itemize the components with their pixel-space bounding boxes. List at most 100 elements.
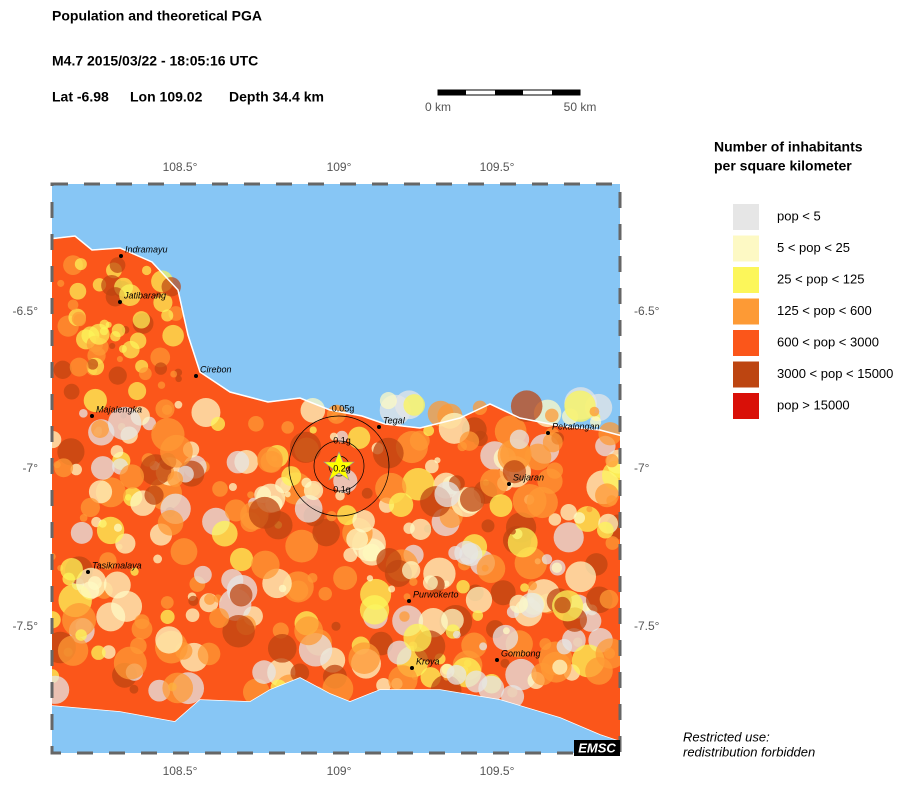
legend-label: pop < 5 <box>777 208 821 223</box>
land-patch <box>366 575 374 582</box>
land-patch <box>348 642 381 675</box>
legend-label: 600 < pop < 3000 <box>777 334 879 349</box>
title: Population and theoretical PGA <box>52 8 262 24</box>
land-patch <box>54 458 74 478</box>
land-patch <box>247 491 255 499</box>
land-patch <box>162 672 194 704</box>
land-patch <box>346 528 369 551</box>
land-patch <box>154 362 168 375</box>
city-dot <box>507 482 511 486</box>
city-dot <box>410 666 414 670</box>
land-patch <box>252 660 276 684</box>
lon: Lon 109.02 <box>130 89 203 105</box>
land-patch <box>229 583 253 607</box>
lat: Lat -6.98 <box>52 89 109 105</box>
land-patch <box>333 469 358 494</box>
land-patch <box>294 494 323 523</box>
land-patch <box>281 466 302 487</box>
land-patch <box>509 429 530 450</box>
land-patch <box>564 390 596 422</box>
pga-ring <box>313 440 365 492</box>
land-patch <box>598 422 620 446</box>
land-patch <box>170 370 178 378</box>
land-patch <box>175 375 182 383</box>
x-tick-label: 109° <box>327 160 352 174</box>
land-patch <box>194 565 212 584</box>
land-patch <box>425 459 439 474</box>
land-patch <box>60 557 83 581</box>
legend-swatch <box>733 393 759 419</box>
land-patch <box>589 406 600 417</box>
pga-ring <box>288 415 390 517</box>
land-patch <box>481 519 495 533</box>
land-patch <box>336 430 348 443</box>
land-patch <box>161 404 173 415</box>
land-patch <box>209 608 230 628</box>
land-patch <box>248 496 281 529</box>
land-patch <box>527 581 538 591</box>
land-patch <box>140 454 172 486</box>
land-patch <box>502 627 510 635</box>
land-patch <box>107 406 142 441</box>
land-patch <box>542 432 563 453</box>
x-tick-label: 109° <box>327 764 352 778</box>
land-patch <box>490 580 516 606</box>
city-dot <box>495 658 499 662</box>
land-patch <box>71 311 87 327</box>
land-patch <box>551 562 563 573</box>
land-patch <box>452 630 461 639</box>
land-patch <box>352 509 375 533</box>
land-patch <box>248 415 264 432</box>
pga-label: 0.2g <box>333 463 351 473</box>
land-patch <box>403 593 411 601</box>
land-patch <box>108 366 127 385</box>
land-patch <box>387 640 412 665</box>
land-patch <box>434 481 461 508</box>
map: 108.5° 108.5° 109° 109° 109.5° 109.5° -6.5° -6.… <box>13 160 660 778</box>
land-patch <box>144 485 164 505</box>
land-patch <box>96 602 126 632</box>
frame <box>50 182 622 755</box>
land-patch <box>101 645 116 659</box>
land-patch <box>197 642 221 666</box>
land-patch <box>290 663 310 683</box>
land-patch <box>388 665 418 695</box>
land-patch <box>109 342 116 350</box>
land-patch <box>70 521 93 544</box>
land-patch <box>409 577 418 587</box>
pga-label: 0.1g <box>333 435 351 445</box>
land-patch <box>456 580 470 594</box>
land-patch <box>75 629 87 641</box>
land-patch <box>335 490 345 501</box>
land-patch <box>422 575 438 591</box>
scale-start: 0 km <box>425 100 451 114</box>
city-label: Sujaran <box>513 472 544 482</box>
land-patch <box>459 431 480 451</box>
land-patch <box>132 311 151 329</box>
land-patch <box>281 421 294 434</box>
land-patch <box>57 279 65 287</box>
land-patch <box>212 481 228 497</box>
legend-swatch <box>733 330 759 356</box>
land-patch <box>130 567 139 576</box>
land-patch <box>87 576 102 590</box>
land-patch <box>448 545 463 561</box>
land-patch <box>300 398 326 423</box>
land-patch <box>510 390 543 422</box>
land-patch <box>121 340 140 359</box>
land-patch <box>160 609 175 624</box>
event: M4.7 2015/03/22 - 18:05:16 UTC <box>52 53 258 69</box>
land-patch <box>465 586 493 614</box>
land-patch <box>57 635 89 666</box>
land-patch <box>87 358 99 370</box>
land-patch <box>554 596 571 614</box>
land-patch <box>347 426 371 449</box>
city-dot <box>546 431 550 435</box>
land-patch <box>520 583 529 592</box>
land-patch <box>131 618 153 640</box>
sea-south <box>52 678 620 753</box>
land-patch <box>553 522 584 553</box>
land-patch <box>119 464 145 489</box>
land-patch <box>548 513 562 526</box>
x-tick-label: 108.5° <box>163 764 198 778</box>
